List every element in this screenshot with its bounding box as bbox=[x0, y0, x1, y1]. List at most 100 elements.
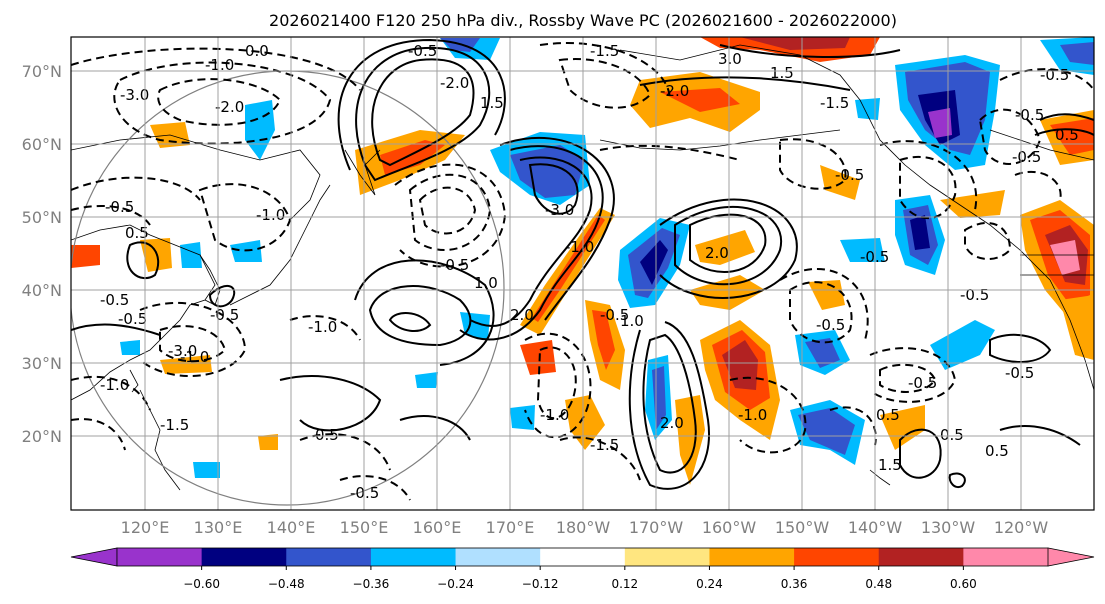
contour-label: -0.5 bbox=[440, 256, 469, 274]
contour-line bbox=[999, 424, 1081, 446]
contour-line bbox=[1014, 170, 1062, 201]
shade-negative bbox=[928, 108, 952, 138]
contour-label: -0.5 bbox=[210, 306, 239, 324]
contour-label: 2.0 bbox=[705, 244, 729, 262]
colorbar-extend-left bbox=[70, 547, 118, 567]
contour-line bbox=[628, 321, 710, 490]
colorbar-tick-label: 0.24 bbox=[696, 577, 723, 591]
contour-line bbox=[899, 155, 957, 220]
contour-label: -1.0 bbox=[738, 406, 767, 424]
contour-line bbox=[539, 42, 671, 101]
contour-line bbox=[71, 47, 361, 91]
shade-negative bbox=[640, 240, 668, 285]
shade-positive bbox=[380, 140, 445, 175]
contour-label: -0.5 bbox=[600, 306, 629, 324]
contour-label: -0.5 bbox=[1040, 66, 1069, 84]
coast-asia bbox=[71, 224, 216, 401]
shade-positive bbox=[71, 245, 100, 268]
contour-line bbox=[659, 198, 798, 299]
contour-label: 1.5 bbox=[878, 456, 902, 474]
colorbar-swatch bbox=[201, 548, 287, 566]
shade-positive bbox=[258, 434, 278, 450]
coast-kamchatka bbox=[344, 149, 381, 196]
shade-positive bbox=[690, 275, 765, 310]
contour-line bbox=[779, 138, 847, 190]
contour-label: -1.0 bbox=[100, 376, 129, 394]
colorbar-swatch bbox=[370, 548, 457, 566]
shade-negative bbox=[930, 320, 995, 370]
coast-russia bbox=[71, 134, 321, 221]
contour-line bbox=[964, 221, 1012, 260]
contour-line bbox=[71, 176, 201, 201]
contour-line bbox=[524, 332, 592, 439]
contour-line bbox=[159, 325, 227, 363]
contour-label: -1.0 bbox=[256, 206, 285, 224]
contour-line bbox=[71, 204, 151, 226]
contour-line bbox=[869, 347, 957, 403]
contour-line bbox=[536, 346, 577, 420]
shade-negative bbox=[855, 98, 880, 120]
colorbar-swatch bbox=[709, 548, 795, 566]
contour-line bbox=[978, 108, 1042, 165]
map-frame bbox=[70, 36, 1095, 511]
gridlines bbox=[71, 37, 1094, 510]
shade-positive bbox=[880, 405, 925, 450]
lon-label: 130°W bbox=[921, 518, 976, 537]
coast-aleutians bbox=[599, 129, 841, 151]
contour-line bbox=[71, 323, 161, 336]
contour-label: 2.0 bbox=[660, 414, 684, 432]
contour-label: -0.5 bbox=[118, 310, 147, 328]
positive-contours bbox=[71, 38, 1094, 490]
coastlines bbox=[71, 44, 1094, 491]
lon-label: 170°W bbox=[629, 518, 684, 537]
contour-label: -0.5 bbox=[350, 484, 379, 502]
colorbar-swatch bbox=[794, 548, 880, 566]
colorbar-swatch bbox=[878, 548, 964, 566]
lon-label: 160°W bbox=[702, 518, 757, 537]
shade-negative bbox=[805, 338, 840, 368]
contour-line bbox=[388, 312, 432, 332]
colorbar-swatch bbox=[455, 548, 541, 566]
lon-label: 180°W bbox=[556, 518, 611, 537]
map-panel: 0.0 -0.5 -1.0 -3.0 -2.0 -1.5 -2.0 -2.0 -… bbox=[71, 37, 1094, 510]
shade-negative bbox=[415, 372, 438, 388]
shade-negative bbox=[1060, 42, 1094, 65]
colorbar-tick-label: −0.24 bbox=[437, 577, 474, 591]
map-title: 2026021400 F120 250 hPa div., Rossby Wav… bbox=[269, 11, 897, 30]
shade-positive bbox=[820, 165, 860, 200]
colorbar-tick-label: 0.60 bbox=[950, 577, 977, 591]
contour-label: -1.0 bbox=[180, 348, 209, 366]
contour-line bbox=[408, 173, 492, 251]
coast-us bbox=[989, 129, 1094, 161]
coast-japan bbox=[229, 184, 331, 306]
shade-positive bbox=[160, 355, 212, 374]
shade-positive bbox=[740, 37, 850, 50]
contour-line bbox=[337, 38, 506, 171]
contour-label: -0.5 bbox=[816, 316, 845, 334]
contour-label: 3.0 bbox=[718, 50, 742, 68]
contour-label: -1.5 bbox=[590, 42, 619, 60]
colorbar-tick-label: 0.12 bbox=[611, 577, 638, 591]
contour-line bbox=[879, 363, 937, 393]
lat-label: 20°N bbox=[22, 427, 62, 446]
shade-negative bbox=[798, 408, 855, 455]
contour-line bbox=[689, 213, 767, 273]
colorbar-swatch bbox=[286, 548, 372, 566]
contour-label: -1.5 bbox=[590, 436, 619, 454]
contour-label: -2.0 bbox=[660, 82, 689, 100]
shade-negative bbox=[910, 215, 930, 250]
contour-line bbox=[113, 61, 332, 145]
shade-positive bbox=[660, 88, 740, 112]
longitude-labels: 120°E 130°E 140°E 150°E 160°E 170°E 180°… bbox=[121, 518, 1049, 537]
lon-label: 130°E bbox=[194, 518, 243, 537]
contour-label: -3.0 bbox=[168, 342, 197, 360]
shade-negative bbox=[460, 312, 490, 340]
coast-alaska bbox=[619, 44, 1094, 391]
contour-line bbox=[528, 163, 579, 215]
shade-negative bbox=[180, 242, 202, 268]
lat-label: 70°N bbox=[22, 62, 62, 81]
contour-label: -1.0 bbox=[565, 238, 594, 256]
contour-line bbox=[139, 301, 247, 377]
contour-line bbox=[354, 259, 495, 366]
contour-label: -2.0 bbox=[215, 98, 244, 116]
